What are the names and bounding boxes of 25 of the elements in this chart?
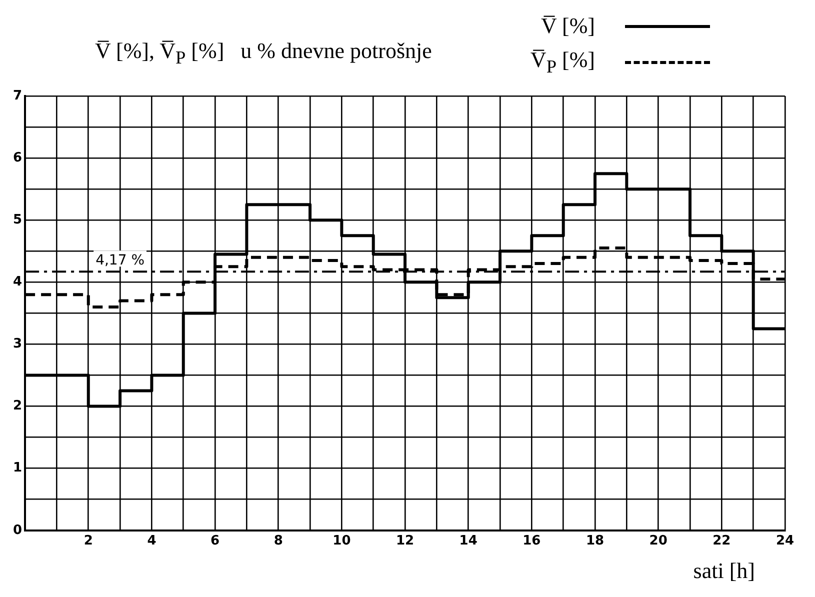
x-tick-label: 4 [147, 534, 156, 549]
x-tick-label: 22 [712, 534, 731, 549]
chart-title: V̅ [%], V̅$_{P}$ [%] u % dnevne potrošnje [95, 38, 432, 68]
x-tick-label: 18 [586, 534, 604, 549]
y-tick-label: 4 [13, 274, 22, 290]
ref-line-label: 4,17 % [96, 252, 145, 268]
x-tick-label: 2 [84, 534, 93, 549]
legend-label: V̅ [%] [541, 13, 595, 39]
x-tick-label: 14 [459, 534, 478, 549]
x-tick-label: 16 [522, 534, 541, 549]
y-tick-label: 6 [13, 150, 22, 166]
y-tick-label: 2 [13, 398, 22, 414]
y-tick-label: 3 [13, 336, 22, 352]
x-tick-label: 6 [210, 534, 220, 549]
x-tick-label: 12 [396, 534, 414, 549]
x-tick-label: 24 [776, 534, 794, 549]
x-tick-label: 20 [649, 534, 668, 549]
legend-label: V̅$_{P}$ [%] [530, 46, 595, 78]
x-tick-label: 8 [274, 534, 283, 549]
x-axis-title: sati [h] [693, 558, 755, 584]
y-tick-label: 0 [13, 522, 22, 538]
y-tick-label: 1 [13, 460, 22, 476]
y-tick-label: 7 [13, 88, 22, 104]
y-tick-label: 5 [13, 212, 22, 228]
x-tick-label: 10 [332, 534, 351, 549]
